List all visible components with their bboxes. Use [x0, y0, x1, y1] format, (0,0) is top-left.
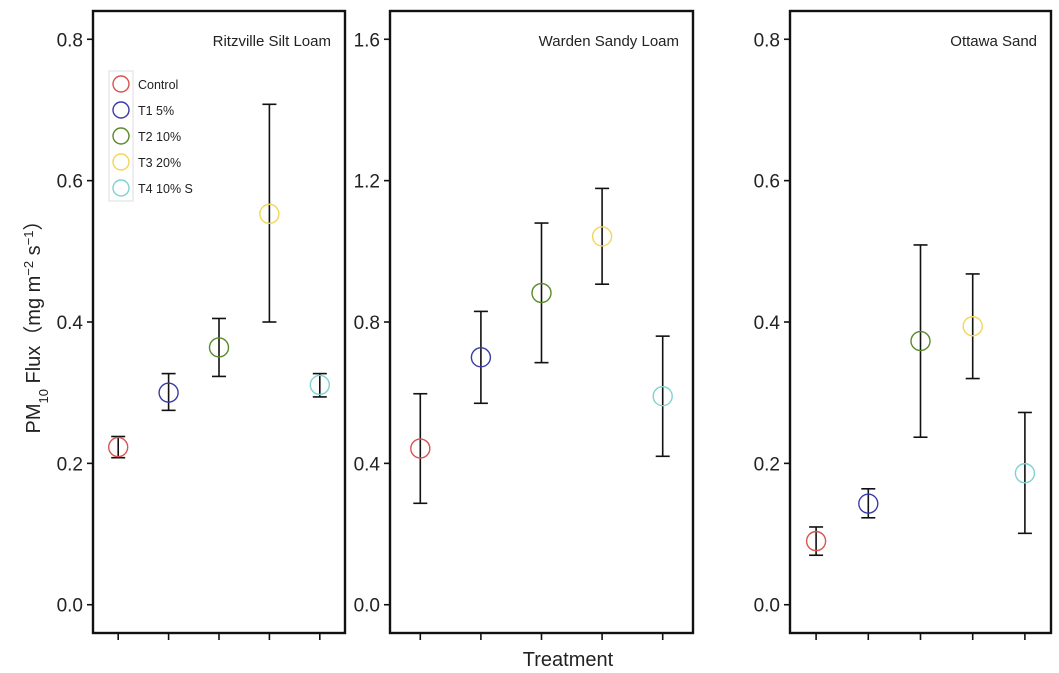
legend-marker	[112, 127, 130, 145]
panel-title: Ritzville Silt Loam	[213, 33, 331, 50]
data-point	[652, 386, 673, 407]
legend-label: T1 5%	[138, 104, 174, 118]
y-tick-label: 0.6	[57, 172, 83, 193]
legend-label: Control	[138, 78, 178, 92]
y-axis-title: PM10 Flux（mg m−2 s−1）	[21, 210, 51, 433]
x-axis-title: Treatment	[523, 649, 614, 671]
y-tick-label: 1.2	[354, 172, 380, 193]
y-axis-title-mid: s	[23, 245, 45, 261]
data-point	[591, 226, 613, 247]
y-axis-title-subscript: 10	[36, 389, 51, 403]
y-tick-label: 0.8	[57, 30, 83, 51]
data-point	[470, 347, 492, 368]
data-point	[1014, 463, 1036, 484]
y-tick-label: 1.6	[354, 30, 380, 51]
data-point	[208, 337, 230, 358]
y-tick-label: 0.2	[57, 454, 83, 475]
y-tick-label: 0.6	[754, 172, 780, 193]
legend-marker	[112, 101, 130, 119]
legend-label: T4 10% S	[138, 182, 193, 196]
legend-marker	[112, 179, 130, 197]
panel-1: 0.0 0.2 0.4 0.6 0.8 Ritzville Silt Loam Contro…	[57, 9, 347, 640]
data-point	[858, 493, 879, 514]
y-axis-title-superscript-2: −1	[21, 230, 36, 245]
y-axis-title-rest: Flux（mg m	[22, 276, 45, 389]
y-tick-label: 0.0	[354, 596, 380, 617]
legend-label: T3 20%	[138, 156, 181, 170]
data-point	[531, 282, 552, 304]
panel-3: 0.0 0.2 0.4 0.6 0.8 Ottawa Sand	[754, 9, 1053, 640]
y-axis-title-main: PM	[23, 404, 45, 434]
y-tick-label: 0.0	[754, 596, 780, 617]
y-tick-label: 0.8	[354, 313, 380, 334]
panel-title: Ottawa Sand	[950, 33, 1037, 50]
y-tick-label: 0.4	[57, 313, 84, 334]
y-tick-label: 0.4	[354, 454, 381, 475]
data-point	[309, 374, 330, 396]
data-point	[910, 330, 931, 352]
legend-label: T2 10%	[138, 130, 181, 144]
data-point	[158, 382, 179, 403]
legend-key-box	[108, 70, 134, 202]
panel-2: 0.0 0.4 0.8 1.2 1.6 Warden Sandy Loam	[354, 9, 695, 640]
y-axis-title-superscript-1: −2	[21, 261, 36, 276]
y-tick-label: 0.2	[754, 454, 780, 475]
legend: Control T1 5% T2 10% T3 20% T4 10% S	[108, 70, 193, 202]
data-point	[410, 438, 431, 459]
y-tick-label: 0.8	[754, 30, 780, 51]
y-axis-title-end: ）	[22, 210, 45, 230]
legend-marker	[112, 75, 130, 93]
y-tick-label: 0.4	[754, 313, 781, 334]
data-point	[259, 203, 280, 225]
y-tick-label: 0.0	[57, 596, 83, 617]
data-point	[107, 436, 129, 458]
data-point	[962, 316, 983, 337]
legend-marker	[112, 153, 130, 171]
data-point	[805, 530, 827, 552]
panel-title: Warden Sandy Loam	[539, 33, 679, 50]
